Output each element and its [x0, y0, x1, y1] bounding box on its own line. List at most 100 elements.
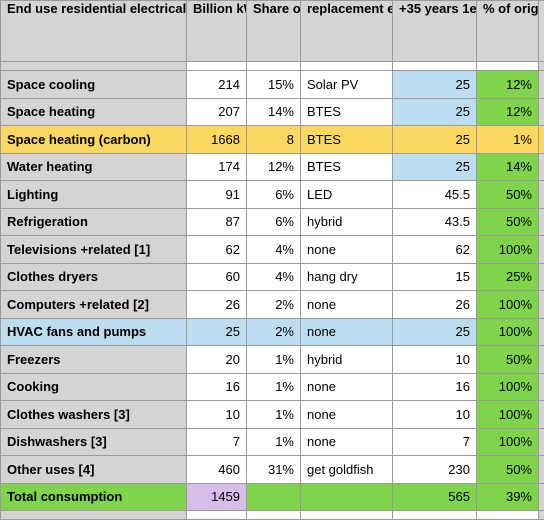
cell-share[interactable]: 6% — [247, 181, 301, 209]
cell-percent[interactable]: 100% — [477, 236, 539, 264]
cell-share[interactable]: 2% — [247, 291, 301, 319]
cell-share[interactable]: 1% — [247, 401, 301, 429]
cell-35-years[interactable]: 62 — [393, 236, 477, 264]
row-label[interactable]: Space cooling — [1, 71, 187, 99]
cell-kwh[interactable]: 460 — [187, 456, 247, 484]
cell-share[interactable]: 1% — [247, 346, 301, 374]
row-label[interactable]: HVAC fans and pumps — [1, 318, 187, 346]
cell-kwh[interactable]: 60 — [187, 263, 247, 291]
cell-percent[interactable]: 50% — [477, 456, 539, 484]
cell-kwh[interactable]: 1668 — [187, 126, 247, 154]
cell-percent[interactable]: 50% — [477, 208, 539, 236]
cell-percent[interactable]: 14% — [477, 153, 539, 181]
cell-source[interactable]: none — [301, 401, 393, 429]
cell-source[interactable]: BTES — [301, 153, 393, 181]
cell-share[interactable]: 4% — [247, 263, 301, 291]
cell-kwh[interactable]: 25 — [187, 318, 247, 346]
header-end-use[interactable]: End use residential electrical [2018] [r… — [1, 1, 187, 62]
header-plus-35-years[interactable]: +35 years 1e9 kWh — [393, 1, 477, 62]
cell-kwh[interactable]: 62 — [187, 236, 247, 264]
row-label[interactable]: Clothes dryers — [1, 263, 187, 291]
cell-share[interactable]: 4% — [247, 236, 301, 264]
cell-percent[interactable]: 100% — [477, 428, 539, 456]
row-label[interactable]: Cooking — [1, 373, 187, 401]
cell-source[interactable]: none — [301, 291, 393, 319]
row-label[interactable]: Computers +related [2] — [1, 291, 187, 319]
cell-kwh[interactable]: 87 — [187, 208, 247, 236]
cell-kwh[interactable]: 7 — [187, 428, 247, 456]
cell-35-years[interactable]: 230 — [393, 456, 477, 484]
cell-source[interactable]: hybrid — [301, 208, 393, 236]
cell-kwh[interactable]: 10 — [187, 401, 247, 429]
cell-source[interactable]: LED — [301, 181, 393, 209]
cell-source[interactable]: BTES — [301, 126, 393, 154]
cell-share[interactable]: 15% — [247, 71, 301, 99]
cell-kwh[interactable]: 174 — [187, 153, 247, 181]
row-label[interactable]: Water heating — [1, 153, 187, 181]
cell-35-years[interactable]: 43.5 — [393, 208, 477, 236]
cell-35-years[interactable]: 25 — [393, 98, 477, 126]
row-label[interactable]: Televisions +related [1] — [1, 236, 187, 264]
cell-35-years[interactable]: 10 — [393, 346, 477, 374]
cell-kwh[interactable]: 26 — [187, 291, 247, 319]
cell-percent[interactable]: 50% — [477, 181, 539, 209]
cell-kwh[interactable]: 91 — [187, 181, 247, 209]
cell-source[interactable]: none — [301, 318, 393, 346]
row-label[interactable]: Space heating — [1, 98, 187, 126]
row-label[interactable]: Clothes washers [3] — [1, 401, 187, 429]
row-label[interactable]: Dishwashers [3] — [1, 428, 187, 456]
cell-percent[interactable]: 100% — [477, 291, 539, 319]
total-35-years[interactable]: 565 — [393, 483, 477, 511]
cell-35-years[interactable]: 7 — [393, 428, 477, 456]
cell-percent[interactable]: 12% — [477, 71, 539, 99]
cell-35-years[interactable]: 25 — [393, 71, 477, 99]
total-percent[interactable]: 39% — [477, 483, 539, 511]
cell-source[interactable]: Solar PV — [301, 71, 393, 99]
cell-share[interactable]: 2% — [247, 318, 301, 346]
cell-share[interactable]: 1% — [247, 428, 301, 456]
cell-share[interactable]: 1% — [247, 373, 301, 401]
row-label[interactable]: Space heating (carbon) — [1, 126, 187, 154]
cell-share[interactable]: 14% — [247, 98, 301, 126]
cell-kwh[interactable]: 207 — [187, 98, 247, 126]
cell-35-years[interactable]: 26 — [393, 291, 477, 319]
cell-share[interactable]: 12% — [247, 153, 301, 181]
cell-35-years[interactable]: 10 — [393, 401, 477, 429]
cell-kwh[interactable]: 214 — [187, 71, 247, 99]
cell-kwh[interactable]: 20 — [187, 346, 247, 374]
cell-source[interactable]: none — [301, 236, 393, 264]
cell-source[interactable]: get goldfish — [301, 456, 393, 484]
cell-percent[interactable]: 12% — [477, 98, 539, 126]
cell-35-years[interactable]: 25 — [393, 153, 477, 181]
cell-share[interactable]: 6% — [247, 208, 301, 236]
cell-kwh[interactable]: 16 — [187, 373, 247, 401]
row-label[interactable]: Freezers — [1, 346, 187, 374]
total-kwh[interactable]: 1459 — [187, 483, 247, 511]
cell-35-years[interactable]: 45.5 — [393, 181, 477, 209]
cell-35-years[interactable]: 25 — [393, 126, 477, 154]
cell-share[interactable]: 8 — [247, 126, 301, 154]
cell-source[interactable]: none — [301, 428, 393, 456]
cell-percent[interactable]: 100% — [477, 401, 539, 429]
cell-percent[interactable]: 25% — [477, 263, 539, 291]
cell-percent[interactable]: 100% — [477, 373, 539, 401]
total-source[interactable] — [301, 483, 393, 511]
cell-percent[interactable]: 1% — [477, 126, 539, 154]
cell-source[interactable]: none — [301, 373, 393, 401]
cell-source[interactable]: BTES — [301, 98, 393, 126]
cell-35-years[interactable]: 25 — [393, 318, 477, 346]
cell-35-years[interactable]: 16 — [393, 373, 477, 401]
row-label[interactable]: Other uses [4] — [1, 456, 187, 484]
row-label[interactable]: Refrigeration — [1, 208, 187, 236]
header-replacement-source[interactable]: replacement energy source — [301, 1, 393, 62]
cell-share[interactable]: 31% — [247, 456, 301, 484]
total-share[interactable] — [247, 483, 301, 511]
cell-percent[interactable]: 50% — [477, 346, 539, 374]
header-share-of-total[interactable]: Share of total — [247, 1, 301, 62]
row-label[interactable]: Lighting — [1, 181, 187, 209]
cell-source[interactable]: hang dry — [301, 263, 393, 291]
cell-source[interactable]: hybrid — [301, 346, 393, 374]
cell-percent[interactable]: 100% — [477, 318, 539, 346]
header-billion-kwh[interactable]: Billion kWh — [187, 1, 247, 62]
total-label[interactable]: Total consumption — [1, 483, 187, 511]
